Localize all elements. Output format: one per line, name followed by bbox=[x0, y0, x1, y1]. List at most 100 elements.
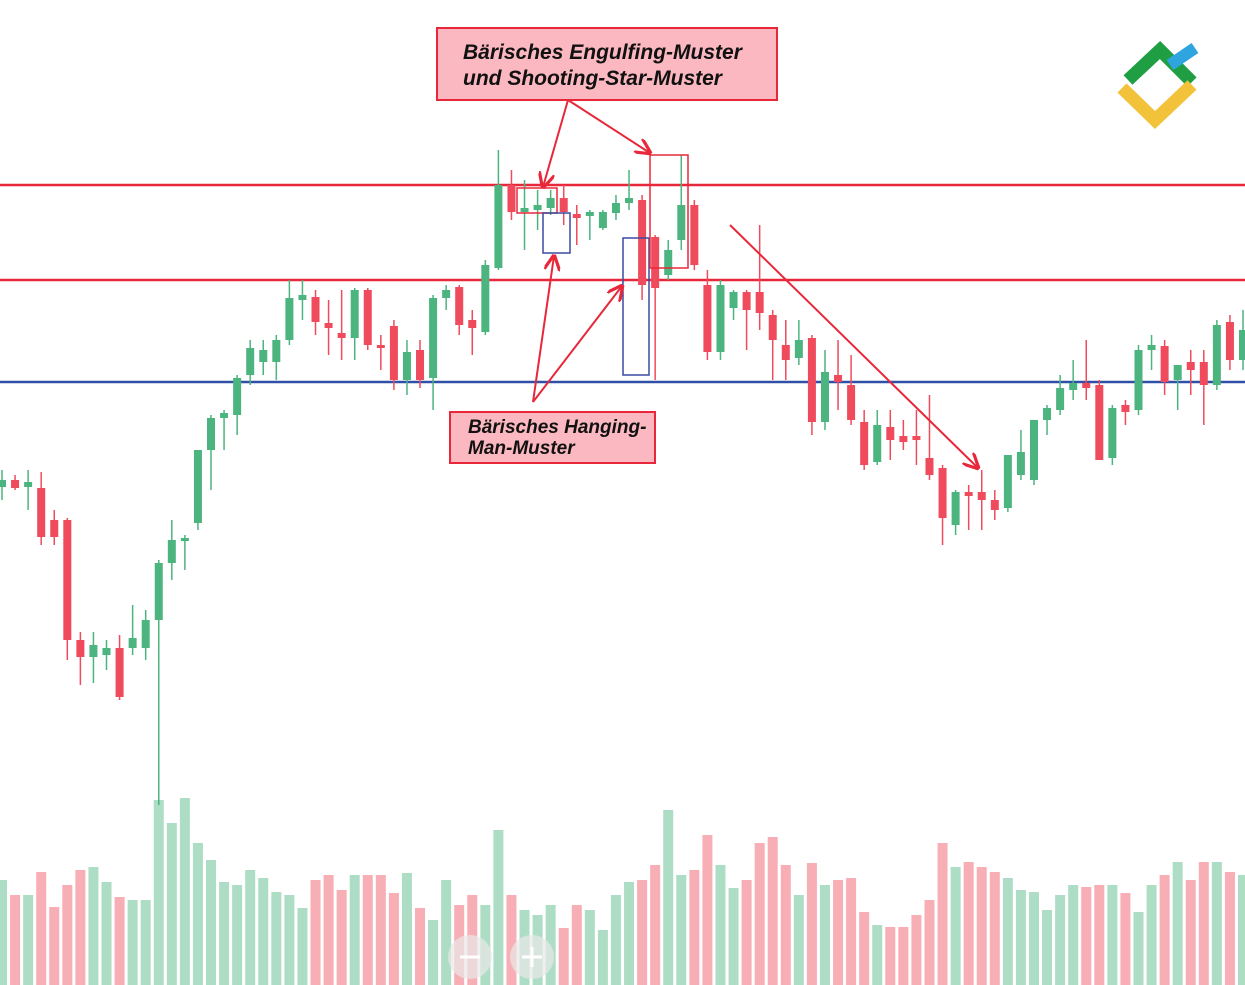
volume-bar bbox=[258, 878, 269, 985]
candle-body bbox=[416, 350, 425, 380]
candle-body bbox=[1147, 345, 1156, 350]
candle-body bbox=[363, 290, 372, 345]
candle-body bbox=[180, 538, 189, 541]
volume-bar bbox=[1028, 892, 1039, 985]
candle-body bbox=[311, 297, 320, 322]
volume-bar bbox=[715, 865, 726, 985]
logo-part bbox=[1123, 40, 1197, 87]
volume-bar bbox=[127, 900, 138, 985]
volume-bar bbox=[911, 915, 922, 985]
candle-body bbox=[834, 375, 843, 382]
volume-bar bbox=[428, 920, 439, 985]
annotation-layer: Bärisches Engulfing-Muster und Shooting-… bbox=[436, 27, 978, 468]
volume-bar bbox=[624, 882, 635, 985]
candle-body bbox=[207, 418, 216, 450]
candle-body bbox=[755, 292, 764, 313]
volume-bar bbox=[1055, 895, 1066, 985]
candle-body bbox=[912, 436, 921, 440]
candle-body bbox=[468, 320, 477, 328]
volume-bar bbox=[441, 880, 452, 985]
volume-bar bbox=[0, 880, 7, 985]
volume-bar bbox=[885, 927, 896, 985]
annotation-text: Bärisches Hanging- bbox=[468, 417, 646, 438]
volume-bar bbox=[388, 893, 399, 985]
volume-bar bbox=[859, 912, 870, 985]
volume-bar bbox=[179, 798, 190, 985]
candle-body bbox=[1225, 322, 1234, 360]
volume-bar bbox=[232, 885, 243, 985]
volume-bar bbox=[506, 895, 517, 985]
volume-bar bbox=[284, 895, 295, 985]
volume-bar bbox=[637, 880, 648, 985]
candle-body bbox=[115, 648, 124, 697]
volume-bar bbox=[754, 843, 765, 985]
volume-bar bbox=[898, 927, 909, 985]
candle-body bbox=[154, 563, 163, 620]
volume-bar bbox=[872, 925, 883, 985]
volume-bar bbox=[375, 875, 386, 985]
candle-body bbox=[716, 285, 725, 352]
candle-body bbox=[1160, 346, 1169, 382]
volume-bar bbox=[976, 867, 987, 985]
volume-bar bbox=[767, 837, 778, 985]
annotation-text: Bärisches Engulfing-Muster bbox=[463, 41, 744, 64]
candle-body bbox=[677, 205, 686, 240]
volume-bar bbox=[689, 870, 700, 985]
candle-body bbox=[847, 385, 856, 420]
candles-layer bbox=[0, 150, 1245, 805]
candle-body bbox=[977, 492, 986, 500]
candle-body bbox=[860, 422, 869, 465]
candle-body bbox=[1069, 383, 1078, 390]
volume-layer bbox=[0, 798, 1245, 985]
logo-part bbox=[1117, 80, 1197, 130]
volume-bar bbox=[206, 860, 217, 985]
volume-bar bbox=[793, 895, 804, 985]
volume-bar bbox=[88, 867, 99, 985]
volume-bar bbox=[23, 895, 34, 985]
candle-body bbox=[1212, 325, 1221, 385]
volume-bar bbox=[153, 800, 164, 985]
volume-bar bbox=[1094, 885, 1105, 985]
volume-bar bbox=[362, 875, 373, 985]
volume-bar bbox=[584, 910, 595, 985]
candle-body bbox=[598, 212, 607, 228]
volume-bar bbox=[493, 830, 504, 985]
volume-bar bbox=[349, 875, 360, 985]
candle-body bbox=[89, 645, 98, 657]
candle-body bbox=[546, 198, 555, 208]
candle-body bbox=[455, 287, 464, 325]
volume-bar bbox=[1146, 885, 1157, 985]
candle-body bbox=[167, 540, 176, 563]
volume-bar bbox=[1002, 878, 1013, 985]
volume-bar bbox=[833, 880, 844, 985]
candle-body bbox=[625, 198, 634, 203]
volume-bar bbox=[62, 885, 73, 985]
volume-bar bbox=[558, 928, 569, 985]
volume-bar bbox=[819, 885, 830, 985]
volume-bar bbox=[1015, 890, 1026, 985]
candle-body bbox=[337, 333, 346, 338]
candle-body bbox=[1173, 365, 1182, 380]
candle-body bbox=[102, 648, 111, 655]
zoom-controls[interactable] bbox=[448, 935, 554, 979]
volume-bar bbox=[36, 872, 47, 985]
volume-bar bbox=[323, 875, 334, 985]
logo-part bbox=[1166, 43, 1199, 70]
volume-bar bbox=[806, 863, 817, 985]
annotation-box bbox=[436, 27, 778, 101]
candle-body bbox=[768, 315, 777, 340]
volume-bar bbox=[219, 882, 230, 985]
candle-body bbox=[742, 292, 751, 310]
candle-body bbox=[1186, 362, 1195, 370]
candle-body bbox=[533, 205, 542, 210]
candle-body bbox=[1056, 388, 1065, 410]
candle-body bbox=[141, 620, 150, 648]
candle-body bbox=[350, 290, 359, 338]
volume-bar bbox=[114, 897, 125, 985]
candle-body bbox=[807, 338, 816, 422]
volume-bar bbox=[728, 888, 739, 985]
highlight-box bbox=[622, 237, 650, 376]
candle-body bbox=[925, 458, 934, 475]
candle-body bbox=[820, 372, 829, 422]
